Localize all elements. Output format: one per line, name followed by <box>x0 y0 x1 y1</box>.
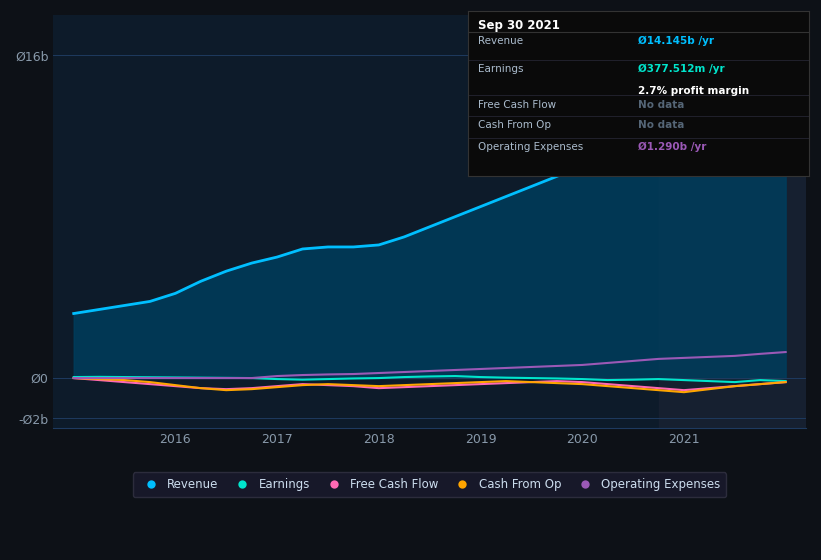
Text: Cash From Op: Cash From Op <box>478 120 551 130</box>
Text: No data: No data <box>639 120 685 130</box>
Text: Earnings: Earnings <box>478 64 524 74</box>
Text: Ø377.512m /yr: Ø377.512m /yr <box>639 64 725 74</box>
Text: 2.7% profit margin: 2.7% profit margin <box>639 86 750 96</box>
Text: Operating Expenses: Operating Expenses <box>478 142 584 152</box>
Text: Ø1.290b /yr: Ø1.290b /yr <box>639 142 707 152</box>
Text: Free Cash Flow: Free Cash Flow <box>478 100 557 110</box>
Legend: Revenue, Earnings, Free Cash Flow, Cash From Op, Operating Expenses: Revenue, Earnings, Free Cash Flow, Cash … <box>133 472 727 497</box>
Text: No data: No data <box>639 100 685 110</box>
Bar <box>658 15 816 428</box>
Text: Ø14.145b /yr: Ø14.145b /yr <box>639 36 714 46</box>
Text: Sep 30 2021: Sep 30 2021 <box>478 18 560 31</box>
Text: Revenue: Revenue <box>478 36 523 46</box>
